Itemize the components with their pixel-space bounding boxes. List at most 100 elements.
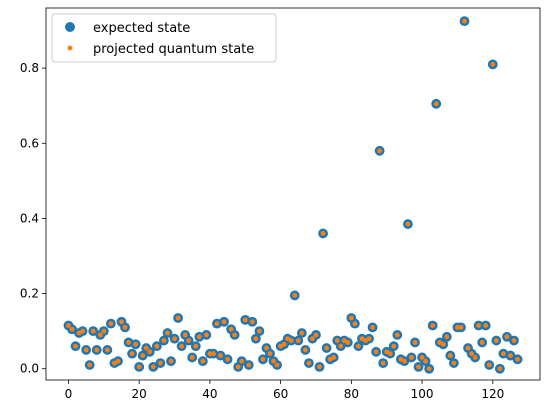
projected-point-93 bbox=[394, 332, 400, 338]
projected-point-98 bbox=[412, 340, 418, 345]
projected-point-53 bbox=[253, 336, 259, 342]
projected-point-61 bbox=[281, 341, 287, 347]
projected-point-96 bbox=[405, 221, 411, 227]
projected-point-46 bbox=[228, 326, 234, 332]
points-layer bbox=[63, 16, 523, 374]
projected-point-103 bbox=[430, 323, 436, 328]
projected-point-66 bbox=[299, 330, 305, 336]
projected-point-117 bbox=[479, 340, 485, 345]
projected-point-120 bbox=[490, 61, 496, 67]
projected-point-75 bbox=[331, 355, 337, 360]
projected-point-116 bbox=[476, 323, 482, 328]
projected-point-30 bbox=[172, 336, 177, 342]
projected-point-51 bbox=[246, 362, 252, 368]
projected-point-74 bbox=[327, 356, 333, 362]
projected-point-42 bbox=[214, 321, 220, 327]
projected-point-67 bbox=[302, 347, 308, 353]
projected-point-36 bbox=[193, 343, 199, 349]
projected-point-88 bbox=[377, 148, 383, 154]
x-tick-label: 80 bbox=[344, 387, 359, 401]
projected-point-87 bbox=[373, 349, 379, 355]
projected-point-119 bbox=[486, 362, 492, 368]
projected-point-76 bbox=[334, 338, 340, 343]
y-tick-label: 0.2 bbox=[20, 287, 39, 301]
projected-point-20 bbox=[136, 364, 142, 370]
projected-point-12 bbox=[108, 321, 114, 327]
projected-point-45 bbox=[225, 356, 230, 362]
projected-point-24 bbox=[150, 364, 156, 370]
x-axis-ticks: 0 20 40 60 80 100 120 bbox=[65, 380, 504, 401]
projected-point-72 bbox=[320, 231, 326, 236]
y-axis-ticks: 0.0 0.2 0.4 0.6 0.8 bbox=[20, 61, 46, 376]
projected-point-39 bbox=[203, 332, 209, 338]
projected-point-3 bbox=[76, 330, 82, 336]
projected-point-109 bbox=[451, 360, 457, 366]
projected-point-28 bbox=[165, 330, 170, 336]
projected-point-48 bbox=[235, 364, 241, 370]
projected-point-84 bbox=[363, 338, 368, 343]
projected-point-124 bbox=[504, 334, 510, 340]
projected-point-32 bbox=[179, 343, 185, 349]
projected-point-83 bbox=[359, 336, 365, 342]
plot-area-frame bbox=[45, 7, 541, 381]
projected-point-25 bbox=[154, 343, 160, 349]
legend: expected state projected quantum state bbox=[51, 13, 277, 63]
projected-point-7 bbox=[90, 328, 96, 334]
projected-point-44 bbox=[221, 319, 227, 325]
projected-point-70 bbox=[313, 332, 319, 338]
projected-point-21 bbox=[140, 353, 146, 358]
projected-point-10 bbox=[101, 328, 107, 334]
x-tick-label: 0 bbox=[65, 387, 73, 401]
projected-point-58 bbox=[271, 358, 276, 364]
series-projected-quantum-state bbox=[66, 18, 520, 372]
projected-point-78 bbox=[341, 338, 347, 343]
projected-point-77 bbox=[338, 343, 344, 349]
projected-point-43 bbox=[218, 353, 223, 358]
projected-point-23 bbox=[147, 349, 153, 355]
projected-point-27 bbox=[161, 338, 167, 343]
projected-point-111 bbox=[458, 324, 464, 330]
projected-point-8 bbox=[94, 347, 100, 353]
projected-point-19 bbox=[133, 341, 139, 347]
projected-point-104 bbox=[433, 101, 439, 107]
projected-point-57 bbox=[267, 351, 273, 357]
projected-point-16 bbox=[122, 324, 128, 330]
y-tick-label: 0.4 bbox=[20, 211, 39, 225]
projected-point-80 bbox=[348, 315, 354, 321]
projected-point-22 bbox=[143, 345, 149, 351]
projected-point-99 bbox=[416, 364, 421, 370]
projected-point-73 bbox=[324, 345, 329, 351]
projected-point-85 bbox=[366, 336, 372, 342]
projected-point-59 bbox=[274, 362, 280, 368]
projected-point-102 bbox=[426, 366, 432, 372]
projected-point-64 bbox=[292, 293, 298, 298]
projected-point-115 bbox=[472, 355, 478, 360]
projected-point-122 bbox=[497, 366, 503, 372]
projected-point-26 bbox=[157, 360, 163, 366]
projected-point-38 bbox=[200, 358, 206, 364]
projected-point-50 bbox=[242, 317, 248, 323]
projected-point-97 bbox=[409, 355, 414, 360]
projected-point-123 bbox=[501, 351, 506, 357]
projected-point-40 bbox=[207, 351, 213, 357]
projected-point-63 bbox=[288, 338, 294, 343]
projected-point-52 bbox=[249, 319, 255, 325]
projected-point-17 bbox=[126, 340, 131, 345]
projected-point-100 bbox=[419, 355, 425, 360]
projected-point-82 bbox=[356, 343, 361, 349]
projected-point-114 bbox=[469, 351, 474, 357]
projected-point-110 bbox=[455, 324, 460, 330]
projected-point-125 bbox=[508, 353, 513, 358]
projected-point-41 bbox=[211, 351, 216, 357]
projected-point-105 bbox=[437, 340, 443, 345]
projected-point-126 bbox=[511, 338, 517, 343]
x-tick-label: 100 bbox=[411, 387, 434, 401]
x-tick-label: 40 bbox=[202, 387, 217, 401]
projected-point-107 bbox=[444, 334, 450, 340]
projected-point-92 bbox=[391, 343, 397, 349]
projected-point-5 bbox=[83, 347, 89, 353]
y-tick-label: 0.6 bbox=[20, 136, 39, 150]
projected-point-14 bbox=[115, 358, 121, 364]
projected-point-33 bbox=[182, 332, 188, 338]
projected-point-60 bbox=[278, 343, 284, 349]
